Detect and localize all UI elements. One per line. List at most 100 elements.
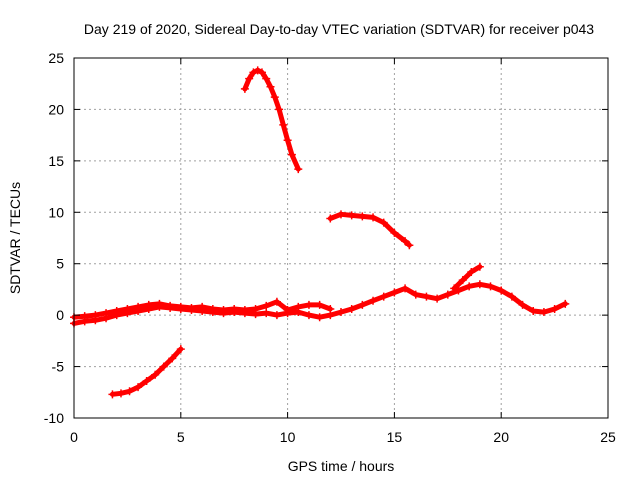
data-point: [561, 299, 570, 308]
data-point: [369, 296, 378, 305]
y-tick-label: 20: [48, 101, 64, 117]
data-layer: [70, 66, 570, 399]
data-point: [155, 299, 164, 308]
y-tick-label: 0: [56, 307, 64, 323]
data-point: [422, 292, 431, 301]
data-point: [454, 286, 463, 295]
data-point: [168, 354, 177, 363]
data-point: [272, 311, 281, 320]
data-point: [539, 308, 548, 317]
data-point: [450, 284, 459, 293]
series-line: [451, 264, 483, 291]
data-point: [337, 308, 345, 317]
series-arc-mid: [326, 210, 414, 250]
data-point: [257, 68, 266, 77]
chart-title: Day 219 of 2020, Sidereal Day-to-day VTE…: [84, 21, 594, 37]
y-tick-label: -10: [44, 410, 64, 426]
data-point: [486, 282, 495, 291]
data-point: [347, 304, 356, 313]
data-point: [337, 210, 345, 219]
data-point: [294, 165, 303, 174]
grid: [74, 58, 608, 418]
data-point: [272, 297, 281, 306]
data-point: [159, 362, 168, 371]
data-point: [151, 370, 160, 379]
data-point: [326, 214, 335, 223]
series-arc-negative: [108, 345, 185, 399]
data-point: [283, 136, 292, 145]
y-tick-label: 15: [48, 153, 64, 169]
data-point: [275, 105, 284, 114]
data-point: [262, 309, 271, 318]
data-point: [230, 304, 239, 313]
data-point: [262, 74, 271, 83]
y-tick-label: 5: [56, 256, 64, 272]
data-point: [279, 120, 288, 129]
x-tick-label: 20: [493, 429, 509, 445]
data-point: [125, 387, 134, 396]
y-tick-label: 25: [48, 50, 64, 66]
series-line: [327, 211, 412, 248]
data-point: [347, 211, 356, 220]
data-point: [405, 241, 414, 250]
data-point: [390, 228, 399, 237]
data-point: [315, 300, 324, 309]
data-point: [176, 345, 185, 354]
x-axis-title: GPS time / hours: [288, 458, 395, 474]
data-point: [358, 212, 367, 221]
x-tick-label: 25: [600, 429, 616, 445]
data-point: [550, 304, 559, 313]
x-tick-label: 10: [280, 429, 296, 445]
data-point: [142, 376, 151, 385]
data-point: [401, 237, 410, 246]
series-arc-main-low: [70, 280, 570, 328]
data-point: [251, 304, 260, 313]
data-point: [390, 288, 399, 297]
data-point: [529, 307, 538, 316]
data-point: [253, 66, 262, 75]
data-point: [283, 306, 292, 314]
x-tick-label: 15: [387, 429, 403, 445]
data-point: [433, 294, 442, 303]
plot-frame: [73, 57, 609, 419]
data-point: [262, 301, 271, 310]
data-point: [304, 300, 313, 309]
data-point: [102, 309, 111, 318]
data-point: [379, 292, 388, 301]
data-point: [266, 82, 275, 91]
series-line: [109, 346, 184, 397]
data-point: [240, 84, 249, 93]
data-point: [497, 286, 506, 295]
data-point: [249, 68, 258, 77]
data-point: [134, 383, 143, 392]
data-point: [270, 93, 279, 102]
data-point: [369, 213, 378, 222]
data-point: [166, 301, 175, 310]
data-point: [219, 306, 228, 314]
data-point: [411, 290, 420, 299]
data-point: [240, 306, 249, 314]
data-point: [123, 304, 132, 313]
data-point: [187, 303, 196, 312]
data-point: [475, 280, 484, 289]
y-axis-title: SDTVAR / TECUs: [7, 182, 23, 294]
data-point: [443, 290, 452, 299]
data-point: [198, 302, 207, 311]
data-point: [116, 389, 125, 398]
data-point: [379, 218, 388, 227]
data-point: [176, 302, 185, 311]
x-tick-label: 5: [177, 429, 185, 445]
series-arc-main-high: [70, 297, 335, 322]
data-point: [245, 74, 254, 83]
y-tick-label: 10: [48, 204, 64, 220]
data-point: [287, 150, 296, 159]
data-point: [294, 302, 303, 311]
y-tick-label: -5: [52, 359, 65, 375]
axis-ticks: 0 5 10 15 20 25 -10 -5 0 5 10 15 20 25: [44, 50, 616, 445]
data-point: [465, 282, 474, 291]
data-point: [326, 304, 335, 313]
x-tick-label: 0: [70, 429, 78, 445]
data-point: [358, 300, 367, 309]
series-arc-high-peak: [240, 66, 303, 174]
